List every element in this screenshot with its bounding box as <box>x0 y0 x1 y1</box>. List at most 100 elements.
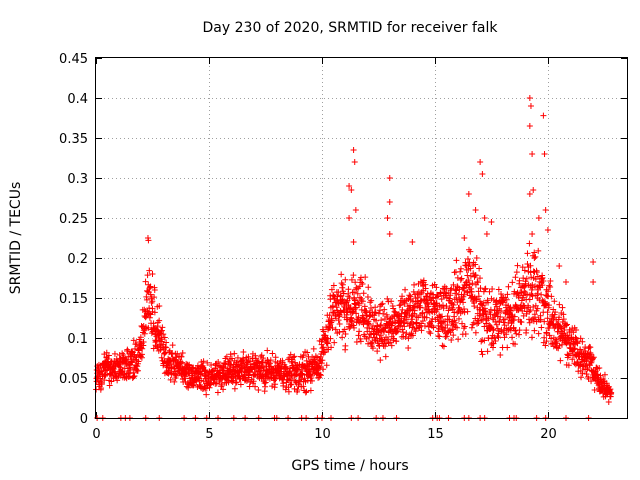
data-point <box>465 277 472 284</box>
data-point <box>509 279 516 286</box>
data-point <box>350 147 357 153</box>
data-point <box>351 324 358 331</box>
data-point <box>516 277 523 284</box>
data-point <box>158 354 165 361</box>
data-point <box>380 310 387 317</box>
data-point <box>206 384 213 391</box>
data-point <box>512 274 519 281</box>
data-point <box>101 377 108 384</box>
data-point <box>552 339 559 346</box>
data-point <box>439 342 446 349</box>
data-point <box>402 333 409 340</box>
data-point <box>272 381 279 388</box>
data-point <box>237 381 244 388</box>
data-point <box>124 365 131 372</box>
data-point <box>343 298 350 305</box>
data-point <box>352 279 359 286</box>
data-point <box>275 364 282 371</box>
y-tick-label: 0.4 <box>67 92 88 107</box>
data-point <box>522 280 529 287</box>
data-point <box>413 319 420 326</box>
data-point <box>541 151 548 157</box>
data-point <box>338 271 345 278</box>
data-point <box>179 349 186 356</box>
data-point <box>453 287 460 294</box>
data-point <box>443 333 450 340</box>
data-point <box>185 384 192 391</box>
data-point <box>454 283 461 290</box>
data-point <box>342 330 349 337</box>
y-tick-label: 0.15 <box>59 292 88 307</box>
data-point <box>468 324 475 331</box>
data-point <box>356 328 363 335</box>
data-point <box>556 263 563 269</box>
data-point <box>384 215 391 221</box>
data-point <box>350 272 357 279</box>
data-point <box>583 371 590 378</box>
data-point <box>544 315 551 322</box>
data-point <box>272 376 279 383</box>
data-point <box>477 313 484 320</box>
data-point <box>363 335 370 342</box>
data-point <box>437 320 444 327</box>
data-point <box>393 329 400 336</box>
data-point <box>597 372 604 379</box>
data-point <box>458 275 465 282</box>
data-point <box>401 323 408 330</box>
data-point <box>537 316 544 323</box>
data-point <box>590 279 597 285</box>
data-point <box>480 316 487 323</box>
data-point <box>493 297 500 304</box>
data-point <box>464 256 471 263</box>
data-point <box>141 330 148 337</box>
data-point <box>245 357 252 364</box>
data-point <box>266 360 273 367</box>
data-point <box>139 345 146 352</box>
data-point <box>414 294 421 301</box>
data-point <box>98 380 105 387</box>
data-point <box>488 219 495 225</box>
data-point <box>475 317 482 324</box>
data-point <box>285 388 292 395</box>
data-point <box>101 372 108 379</box>
data-point <box>135 358 142 365</box>
data-point <box>436 333 443 340</box>
data-point <box>382 343 389 350</box>
data-point <box>390 330 397 337</box>
data-point <box>466 281 473 288</box>
data-point <box>488 295 495 302</box>
y-tick-label: 0.2 <box>67 252 88 267</box>
data-point <box>501 316 508 323</box>
data-point <box>591 386 598 393</box>
data-point <box>317 372 324 379</box>
data-point <box>382 353 389 360</box>
data-point <box>516 327 523 334</box>
y-tick-label: 0 <box>80 412 88 427</box>
data-point <box>223 353 230 360</box>
data-point <box>368 297 375 304</box>
data-point <box>450 332 457 339</box>
data-point <box>588 378 595 385</box>
data-point <box>316 371 323 378</box>
data-point <box>504 344 511 351</box>
data-point <box>351 289 358 296</box>
data-point <box>474 279 481 286</box>
x-axis-title: GPS time / hours <box>291 458 408 474</box>
data-point <box>379 300 386 307</box>
data-point <box>234 363 241 370</box>
data-point <box>481 337 488 344</box>
data-point <box>551 298 558 305</box>
x-tick-label: 10 <box>314 427 331 442</box>
data-point <box>425 303 432 310</box>
data-point <box>403 330 410 337</box>
data-point <box>339 296 346 303</box>
data-point <box>573 327 580 334</box>
data-point <box>608 389 615 396</box>
data-point <box>584 366 591 373</box>
data-point <box>368 304 375 311</box>
data-point <box>347 304 354 311</box>
data-point <box>457 276 464 283</box>
data-point <box>374 348 381 355</box>
data-point <box>173 372 180 379</box>
data-point <box>448 337 455 344</box>
